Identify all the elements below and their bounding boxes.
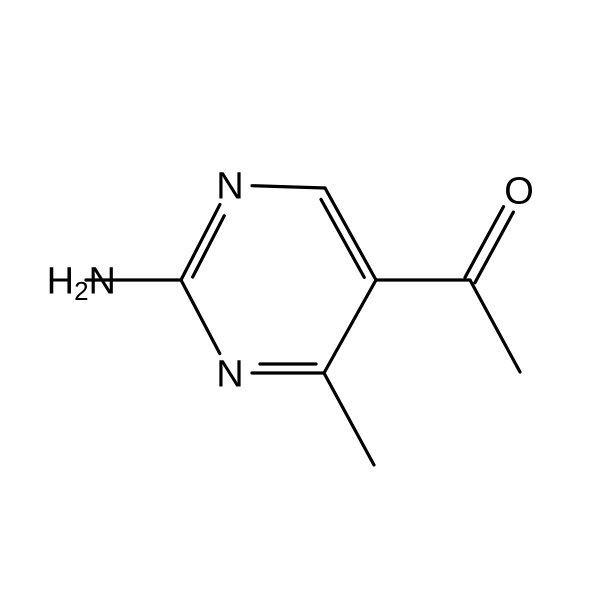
bond xyxy=(252,186,325,188)
bond xyxy=(325,188,376,280)
atom-label: N xyxy=(216,165,243,207)
molecule-diagram: N N O H2N xyxy=(0,0,600,600)
bonds-layer xyxy=(86,186,520,465)
bond xyxy=(324,280,376,373)
bond xyxy=(470,280,520,372)
bond xyxy=(324,373,374,465)
bond xyxy=(321,199,364,277)
atom-label: O xyxy=(504,170,534,212)
bond xyxy=(181,280,220,354)
bond xyxy=(181,205,220,280)
atom-label-nh2: H2N xyxy=(47,260,116,306)
atom-label: N xyxy=(216,353,243,395)
